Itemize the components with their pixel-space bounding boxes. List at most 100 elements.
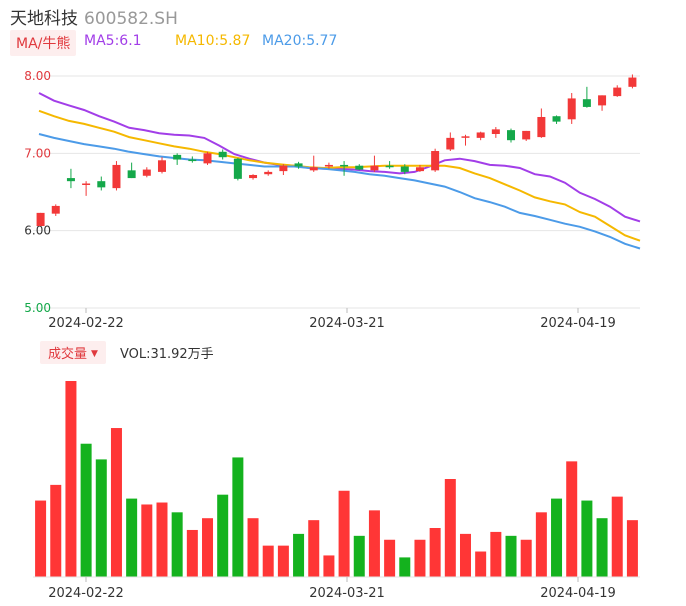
candle-body xyxy=(552,116,561,122)
volume-bar xyxy=(444,479,456,577)
volume-bar xyxy=(626,520,638,577)
price-axis-labels: 5.00 6.00 7.00 8.00 xyxy=(24,69,51,315)
candle-body xyxy=(309,167,318,171)
date-tick-label: 2024-02-22 xyxy=(48,316,124,331)
caret-down-icon: ▼ xyxy=(91,349,98,359)
price-tick-label: 5.00 xyxy=(24,301,51,315)
volume-bar xyxy=(50,484,62,577)
candle-body xyxy=(142,169,151,176)
volume-bar xyxy=(247,518,259,577)
candle-body xyxy=(355,165,364,170)
date-tick-label: 2024-02-22 xyxy=(48,586,124,601)
volume-indicator-dropdown[interactable]: 成交量 ▼ xyxy=(40,341,106,364)
volume-bar xyxy=(171,512,183,577)
volume-bar xyxy=(232,457,244,577)
volume-bar xyxy=(217,494,229,577)
candle-body xyxy=(582,99,591,107)
ma5-line xyxy=(38,92,641,223)
volume-bar xyxy=(475,551,487,577)
ma-indicator-tab[interactable]: MA/牛熊 xyxy=(10,30,77,56)
volume-bar xyxy=(156,502,168,577)
ma20-legend: MA20:5.77 xyxy=(262,33,338,49)
ma10-line xyxy=(38,109,641,242)
volume-bar xyxy=(35,500,47,577)
date-axis-labels: 2024-02-22 2024-02-22 2024-03-21 2024-03-21… xyxy=(48,308,616,601)
ma20-line xyxy=(38,133,641,250)
candle-body xyxy=(112,164,121,189)
stock-name: 天地科技 xyxy=(10,9,78,29)
candle-body xyxy=(507,130,516,141)
stock-code: 600582.SH xyxy=(84,9,178,29)
candle-body xyxy=(173,154,182,160)
candle-body xyxy=(82,183,91,185)
price-grid xyxy=(33,75,640,309)
volume-bar xyxy=(262,545,274,577)
candle-body xyxy=(157,160,166,172)
candle-body xyxy=(97,181,106,188)
volume-bar xyxy=(535,512,547,577)
volume-readout: VOL:31.92万手 xyxy=(119,347,214,362)
candle-body xyxy=(218,151,227,158)
candle-body xyxy=(446,137,455,150)
ma5-legend: MA5:6.1 xyxy=(84,33,142,49)
candle-body xyxy=(324,164,333,167)
volume-bar xyxy=(186,529,198,577)
volume-bar xyxy=(277,545,289,577)
candle-body xyxy=(264,171,273,175)
candle-body xyxy=(279,165,288,172)
ma10-legend: MA10:5.87 xyxy=(175,33,251,49)
price-tick-label: 8.00 xyxy=(24,69,51,83)
volume-bar xyxy=(141,504,153,577)
candle-body xyxy=(537,116,546,138)
candle-body xyxy=(522,130,531,140)
volume-bar xyxy=(202,518,214,577)
candle-body xyxy=(340,164,349,167)
volume-bar xyxy=(399,557,411,577)
date-tick-label: 2024-03-21 xyxy=(309,586,385,601)
volume-bar xyxy=(323,555,335,577)
volume-bar xyxy=(505,535,517,577)
volume-bar xyxy=(95,459,107,577)
date-tick-label: 2024-04-19 xyxy=(540,586,616,601)
candle-body xyxy=(400,166,409,172)
date-tick-label: 2024-04-19 xyxy=(540,316,616,331)
volume-bars xyxy=(33,381,640,578)
candle-body xyxy=(66,178,75,182)
price-tick-label: 7.00 xyxy=(24,146,51,160)
volume-bar xyxy=(551,498,563,577)
volume-bar xyxy=(353,535,365,577)
volume-bar xyxy=(384,539,396,577)
volume-bar xyxy=(520,539,532,577)
volume-bar xyxy=(65,381,77,577)
candle-body xyxy=(415,167,424,172)
volume-bar xyxy=(459,533,471,577)
stock-title: 天地科技 600582.SH xyxy=(10,4,178,29)
volume-bar xyxy=(566,461,578,577)
date-tick-label: 2024-03-21 xyxy=(309,316,385,331)
volume-bar xyxy=(490,531,502,577)
volume-bar xyxy=(596,518,608,577)
candle-body xyxy=(233,158,242,179)
candle-body xyxy=(294,163,303,167)
price-tick-label: 6.00 xyxy=(24,224,51,238)
volume-bar xyxy=(611,496,623,577)
candlesticks xyxy=(36,74,637,227)
candle-body xyxy=(385,165,394,168)
candle-body xyxy=(567,98,576,120)
candle-body xyxy=(491,129,500,134)
volume-bar xyxy=(429,528,441,577)
candle-body xyxy=(203,153,212,164)
candle-body xyxy=(249,174,258,179)
volume-legend: 成交量 ▼ VOL:31.92万手 xyxy=(40,341,214,364)
moving-average-lines xyxy=(38,92,641,250)
volume-bar xyxy=(368,510,380,577)
candle-body xyxy=(461,136,470,138)
candle-body xyxy=(613,87,622,97)
candle-body xyxy=(188,159,197,162)
candle-body xyxy=(476,132,485,138)
volume-bar xyxy=(110,428,122,577)
volume-indicator-label: 成交量 xyxy=(48,347,88,362)
volume-bar xyxy=(338,490,350,577)
candle-body xyxy=(370,165,379,171)
